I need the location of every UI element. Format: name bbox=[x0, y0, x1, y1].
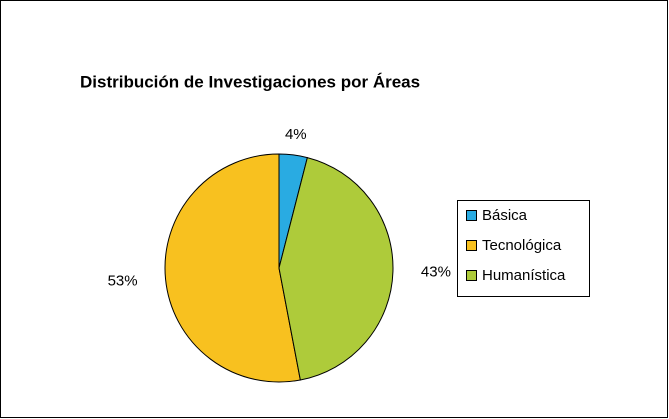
legend-label: Tecnológica bbox=[482, 237, 562, 254]
legend-label: Humanística bbox=[482, 267, 566, 284]
data-label: 43% bbox=[421, 263, 451, 280]
pie-slice bbox=[278, 156, 394, 381]
data-label: 53% bbox=[108, 272, 138, 289]
pie-slice bbox=[164, 153, 301, 383]
chart-title: Distribución de Investigaciones por Área… bbox=[80, 72, 420, 91]
legend-box bbox=[457, 200, 590, 297]
legend-swatch bbox=[466, 210, 477, 221]
legend-swatch bbox=[466, 270, 477, 281]
legend-swatch bbox=[466, 240, 477, 251]
data-label: 4% bbox=[285, 126, 307, 143]
legend-label: Básica bbox=[482, 207, 528, 224]
